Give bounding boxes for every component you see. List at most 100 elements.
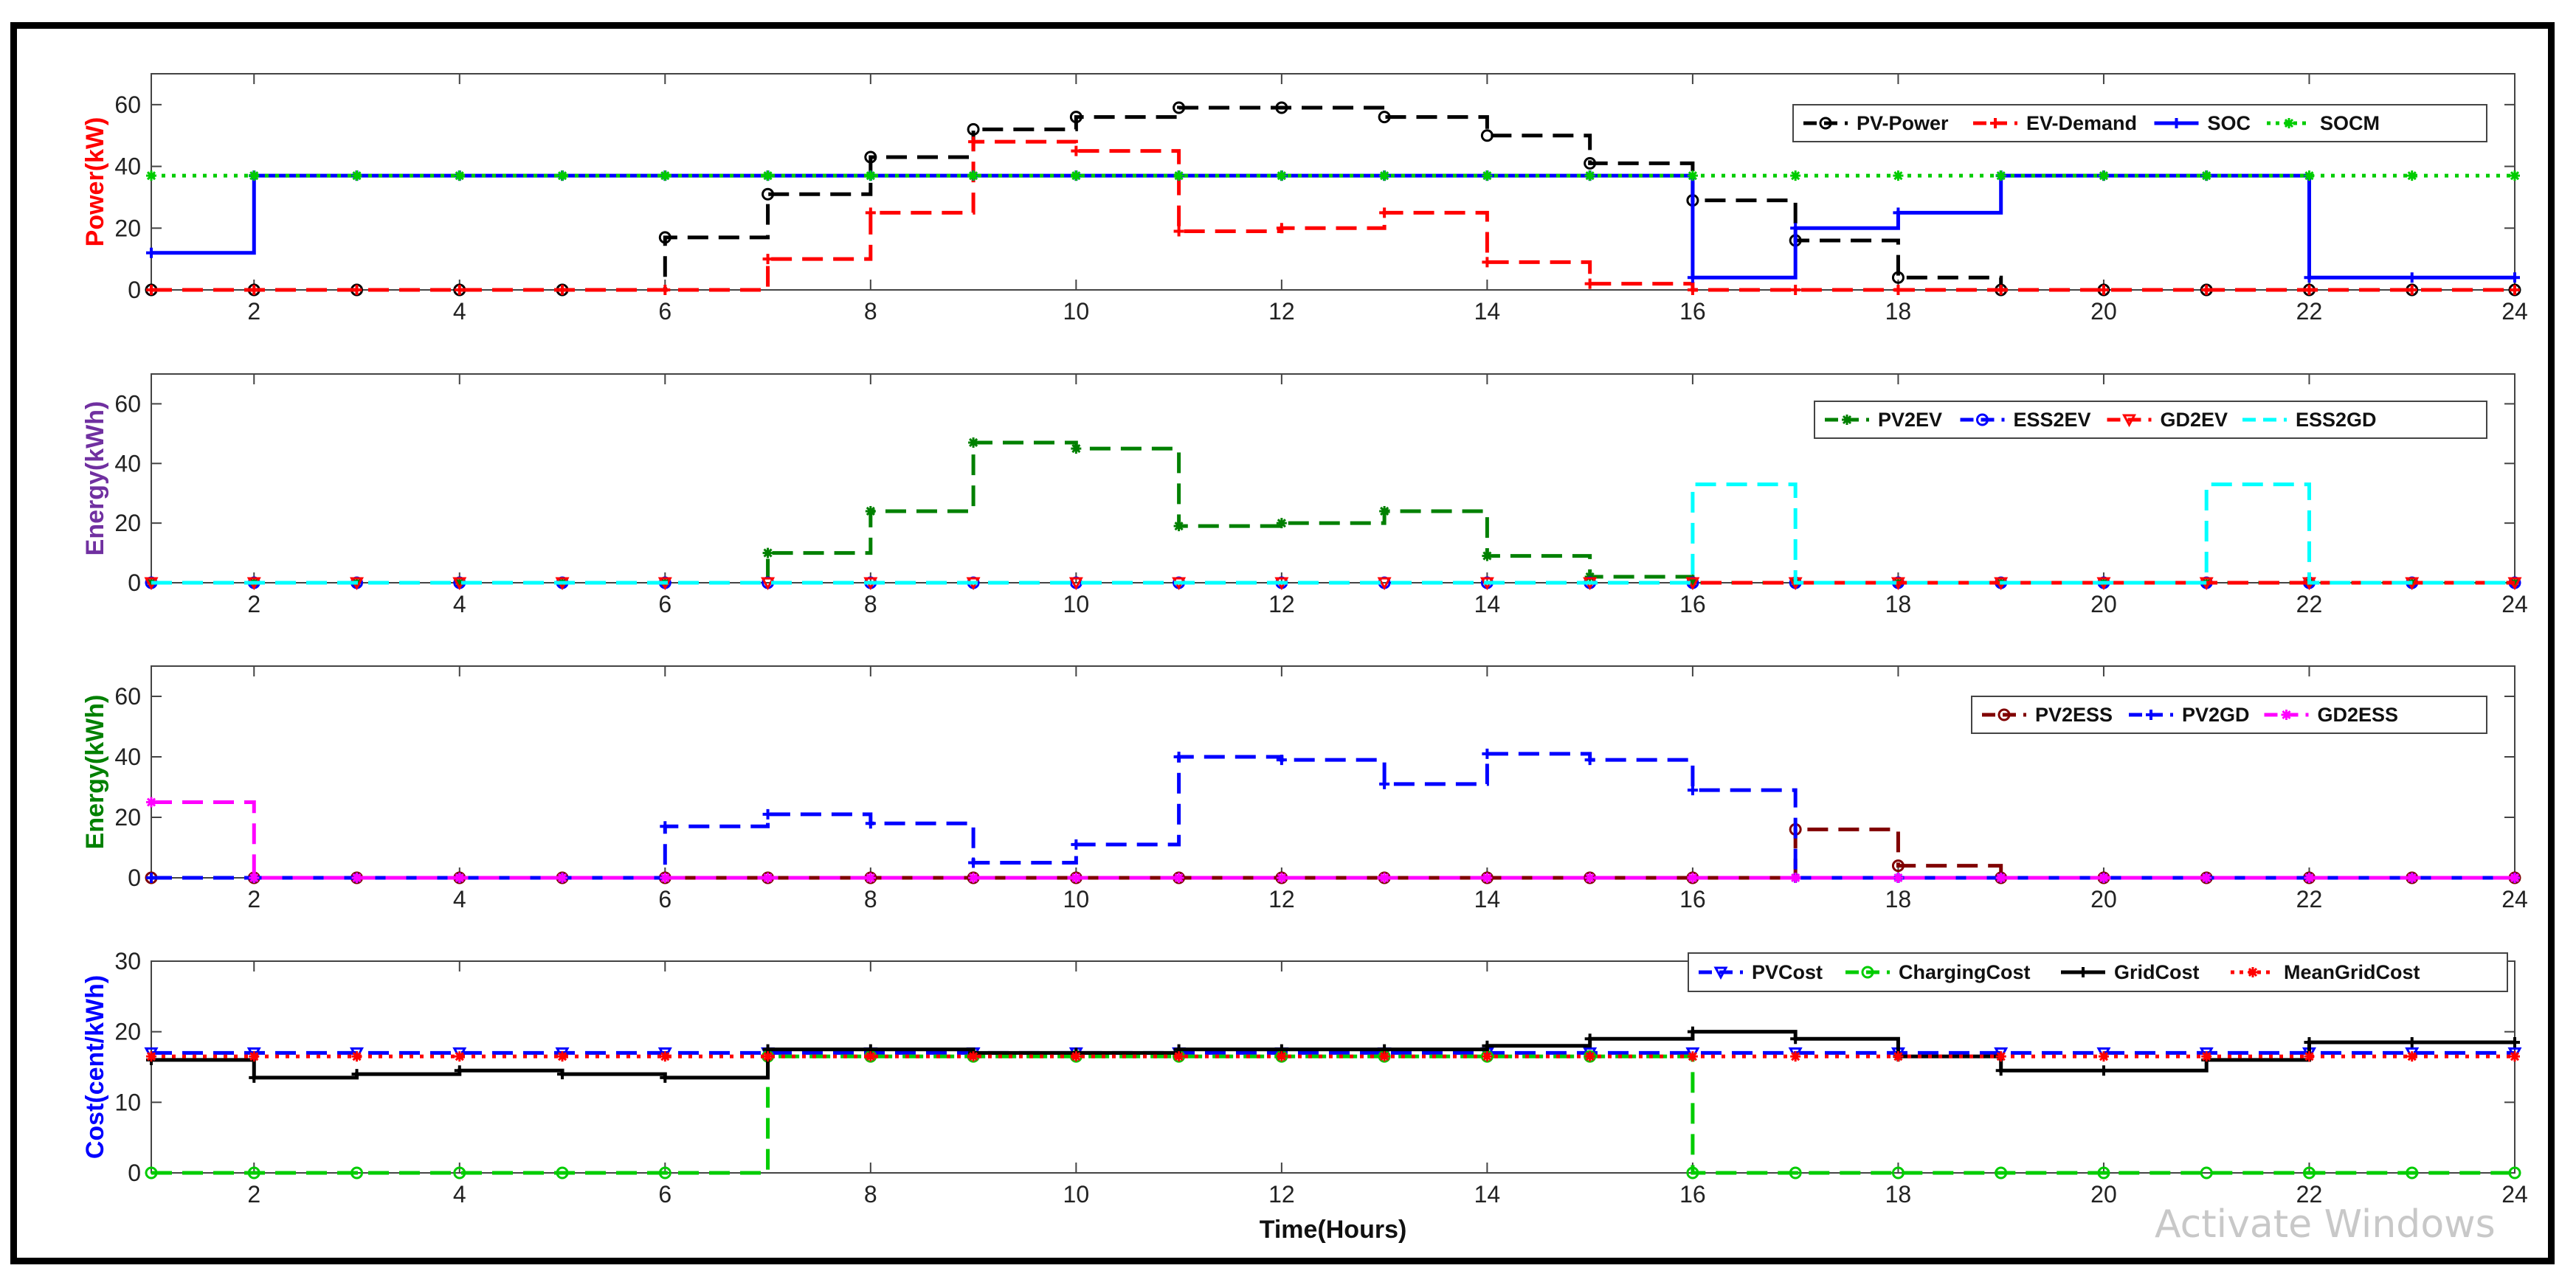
legend: PV-Power EV-Demand SOC SOCM <box>1792 104 2487 142</box>
data-point-meangridcost <box>1893 1051 1904 1062</box>
data-point-pv-power <box>1891 271 1905 284</box>
data-point-gridcost <box>2510 1037 2520 1048</box>
x-tick-label: 14 <box>1474 1181 1501 1208</box>
data-point-gridcost <box>249 1072 260 1083</box>
data-point-pv2ev <box>454 578 465 588</box>
data-point-pv2gd <box>1482 748 1493 759</box>
data-point-socm <box>557 170 568 181</box>
data-point-gridcost <box>2304 1037 2315 1048</box>
data-point-pv2gd <box>146 873 156 883</box>
series-line-ess2gd <box>151 482 2515 585</box>
data-point-gd2ess <box>660 873 671 883</box>
x-tick-label: 18 <box>1885 1181 1912 1208</box>
legend-label-pv2ev: PV2EV <box>1878 409 1942 431</box>
data-point-gd2ess <box>1173 873 1184 883</box>
data-point-meangridcost <box>1071 1051 1082 1062</box>
x-tick-label: 10 <box>1063 1181 1090 1208</box>
x-tick-label: 20 <box>2090 591 2117 617</box>
y-axis-label: Energy(kWh) <box>81 695 109 850</box>
series-line-pv-power <box>151 105 2515 292</box>
x-tick-label: 16 <box>1679 591 1706 617</box>
x-tick-label: 6 <box>658 591 671 617</box>
data-point-pv-power <box>762 187 775 201</box>
data-point-socm <box>1687 170 1698 181</box>
data-point-meangridcost <box>351 1051 362 1062</box>
x-tick-label: 4 <box>453 1181 466 1208</box>
data-point-meangridcost <box>2098 1051 2109 1062</box>
data-point-pv2gd <box>1584 755 1595 766</box>
data-point-chargingcost <box>1891 1166 1905 1180</box>
x-tick-label: 20 <box>2090 298 2117 325</box>
data-point-chargingcost <box>2097 1166 2110 1180</box>
x-tick-label: 6 <box>658 886 671 912</box>
data-point-gridcost <box>1687 1026 1698 1037</box>
y-tick-label: 20 <box>114 804 141 831</box>
y-tick-label: 20 <box>114 510 141 536</box>
data-point-soc <box>2510 272 2520 283</box>
data-point-pv2ev <box>1687 578 1698 588</box>
data-point-socm <box>1173 170 1184 181</box>
legend-label-ev-demand: EV-Demand <box>2026 112 2137 134</box>
x-tick-label: 12 <box>1268 591 1295 617</box>
y-tick-label: 10 <box>114 1089 141 1115</box>
watermark: Activate Windows <box>2155 1202 2496 1247</box>
legend-marker-pv2gd <box>2146 710 2156 720</box>
data-point-socm <box>1790 170 1801 181</box>
legend-label-chargingcost: ChargingCost <box>1899 961 2031 983</box>
data-point-gd2ess <box>1995 873 2006 883</box>
data-point-pv-power <box>1480 129 1494 142</box>
data-point-soc <box>2304 272 2315 283</box>
data-point-ev-demand <box>2406 285 2417 295</box>
data-point-gd2ess <box>2304 873 2315 883</box>
data-point-meangridcost <box>1379 1051 1390 1062</box>
x-tick-label: 6 <box>658 298 671 325</box>
data-point-socm <box>968 170 979 181</box>
data-point-socm <box>1893 170 1904 181</box>
data-point-pv-power <box>658 231 671 244</box>
data-point-meangridcost <box>1790 1051 1801 1062</box>
data-point-socm <box>2510 170 2520 181</box>
x-tick-label: 22 <box>2296 591 2323 617</box>
data-point-socm <box>1995 170 2006 181</box>
data-point-pv2gd <box>1379 778 1390 789</box>
data-point-ev-demand <box>1482 257 1493 268</box>
x-tick-label: 8 <box>864 591 877 617</box>
data-point-meangridcost <box>865 1051 876 1062</box>
data-point-socm <box>249 170 260 181</box>
data-point-gd2ess <box>1071 873 1082 883</box>
data-point-pv-power <box>1275 101 1288 114</box>
data-point-gridcost <box>2406 1037 2417 1048</box>
data-point-meangridcost <box>146 1051 156 1062</box>
data-point-gd2ev <box>1068 577 1083 591</box>
data-point-gridcost <box>454 1065 465 1076</box>
data-point-socm <box>351 170 362 181</box>
legend-label-pv-power: PV-Power <box>1857 112 1949 134</box>
data-point-chargingcost <box>351 1166 364 1180</box>
data-point-meangridcost <box>2304 1051 2315 1062</box>
y-tick-label: 20 <box>114 1019 141 1045</box>
data-point-gd2ess <box>2098 873 2109 883</box>
data-point-ev-demand <box>1379 207 1390 218</box>
data-point-ev-demand <box>1276 223 1287 234</box>
x-tick-label: 14 <box>1474 298 1501 325</box>
data-point-gd2ess <box>762 873 773 883</box>
data-point-ev-demand <box>2510 285 2520 295</box>
data-point-ev-demand <box>146 285 156 295</box>
y-tick-label: 0 <box>128 1160 141 1186</box>
y-axis-label: Cost(cent/kWh) <box>81 975 109 1159</box>
data-point-gridcost <box>1584 1033 1595 1045</box>
x-tick-label: 12 <box>1268 298 1295 325</box>
x-tick-label: 14 <box>1474 591 1501 617</box>
y-tick-label: 40 <box>114 450 141 477</box>
data-point-ev-demand <box>1893 285 1904 295</box>
legend-marker-soc <box>2171 118 2182 128</box>
data-point-gd2ess <box>968 873 979 883</box>
data-point-meangridcost <box>1482 1051 1493 1062</box>
x-tick-label: 2 <box>247 886 260 912</box>
data-point-gridcost <box>660 1072 671 1083</box>
data-point-soc <box>2406 272 2417 283</box>
x-tick-label: 10 <box>1063 886 1090 912</box>
